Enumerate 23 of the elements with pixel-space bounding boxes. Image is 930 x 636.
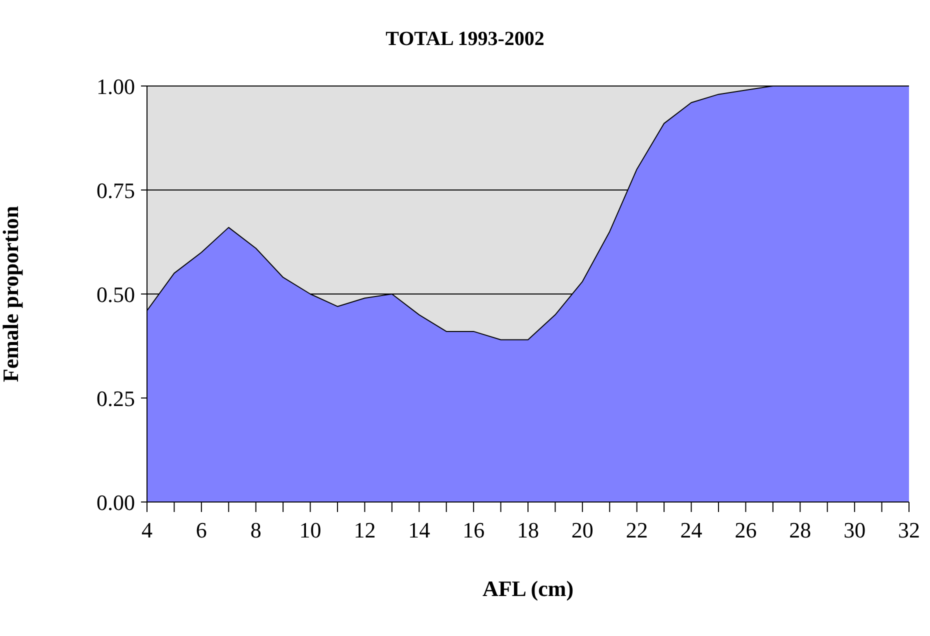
y-tick-label: 0.75 xyxy=(96,178,135,203)
x-tick-label: 6 xyxy=(196,518,207,543)
x-tick-label: 20 xyxy=(571,518,594,543)
x-tick-label: 8 xyxy=(250,518,262,543)
x-tick-label: 12 xyxy=(354,518,376,543)
x-tick-label: 32 xyxy=(898,518,920,543)
chart-title: TOTAL 1993-2002 xyxy=(384,28,546,51)
x-tick-label: 24 xyxy=(680,518,702,543)
x-tick-label: 30 xyxy=(844,518,866,543)
y-axis-title: Female proportion xyxy=(0,206,23,382)
x-tick-label: 26 xyxy=(734,518,757,543)
x-tick-label: 10 xyxy=(299,518,322,543)
x-tick-label: 16 xyxy=(462,518,485,543)
y-tick-label: 0.50 xyxy=(96,282,135,307)
y-tick-label: 1.00 xyxy=(96,74,135,99)
x-tick-label: 4 xyxy=(142,518,152,543)
x-axis-title: AFL (cm) xyxy=(482,576,574,601)
y-tick-label: 0.25 xyxy=(96,386,135,411)
x-tick-label: 18 xyxy=(517,518,539,543)
x-tick-label: 14 xyxy=(408,518,430,543)
x-tick-label: 22 xyxy=(626,518,648,543)
x-tick-label: 28 xyxy=(789,518,812,543)
y-tick-label: 0.00 xyxy=(96,490,135,515)
